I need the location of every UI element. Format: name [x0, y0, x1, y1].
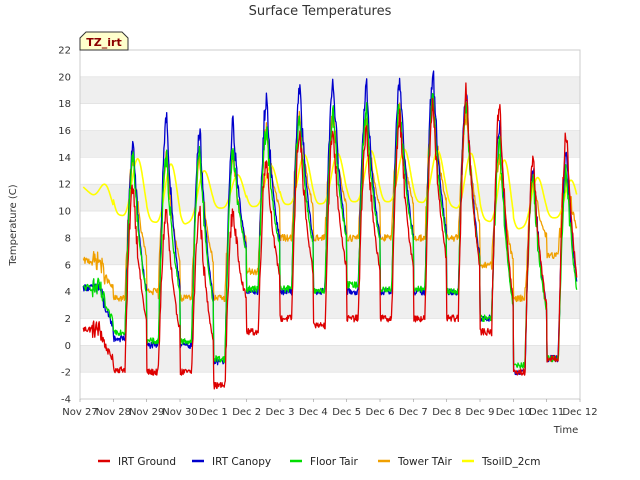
y-tick-label: 18: [58, 99, 71, 110]
series-layer: [82, 70, 578, 390]
legend-label: IRT Ground: [118, 456, 176, 468]
y-tick-label: 14: [58, 153, 71, 164]
site-badge-label: TZ_irt: [86, 36, 121, 49]
x-tick-label: Dec 2: [232, 407, 261, 418]
y-axis-label: Temperature (C): [8, 184, 19, 266]
y-tick-labels: -4 -2 0 2 4 6 8 10 12 14 16 18 20 22: [58, 46, 71, 406]
legend-label: TsoilD_2cm: [481, 456, 540, 468]
x-tick-label: Dec 11: [529, 407, 564, 418]
series-line-irt-ground: [82, 82, 578, 390]
y-tick-label: 16: [58, 126, 71, 137]
legend-label: IRT Canopy: [212, 456, 271, 468]
y-tick-label: -4: [61, 395, 71, 406]
y-tick-label: 22: [58, 46, 71, 57]
site-badge: TZ_irt: [79, 31, 129, 51]
y-tick-label: 6: [65, 260, 71, 271]
site-badge-box: [79, 31, 129, 51]
grid-band: [80, 76, 580, 104]
x-tick-label: Dec 6: [366, 407, 395, 418]
grid-band: [80, 345, 580, 373]
plot-frame: [79, 49, 581, 400]
y-tick-label: 10: [58, 207, 71, 218]
x-tick-label: Dec 9: [466, 407, 495, 418]
grid-band: [80, 291, 580, 319]
x-tick-label: Dec 3: [266, 407, 295, 418]
x-tick-label: Nov 28: [96, 407, 131, 418]
x-tick-label: Nov 30: [162, 407, 197, 418]
y-tick-label: 8: [65, 233, 71, 244]
y-tick-label: 12: [58, 180, 71, 191]
x-tick-label: Dec 12: [562, 407, 597, 418]
legend-label: Floor Tair: [310, 456, 358, 468]
x-tick-label: Dec 7: [399, 407, 428, 418]
x-tick-label: Dec 5: [332, 407, 361, 418]
y-tick-label: 20: [58, 72, 71, 83]
legend: IRT Ground IRT Canopy Floor Tair Tower TAir…: [98, 456, 540, 468]
y-tick-label: 4: [65, 287, 71, 298]
legend-label: Tower TAir: [397, 456, 452, 468]
x-tick-label: Dec 10: [496, 407, 531, 418]
chart-title: Surface Temperatures: [249, 4, 392, 19]
x-axis-label: Time: [553, 425, 578, 436]
y-tick-label: 2: [65, 314, 71, 325]
x-tick-label: Dec 8: [432, 407, 461, 418]
x-tick-label: Nov 29: [129, 407, 164, 418]
grid-band: [80, 237, 580, 265]
x-tick-label: Dec 1: [199, 407, 228, 418]
x-tick-label: Nov 27: [62, 407, 97, 418]
y-tick-label: 0: [65, 341, 71, 352]
y-tick-label: -2: [61, 368, 71, 379]
x-tick-label: Dec 4: [299, 407, 328, 418]
